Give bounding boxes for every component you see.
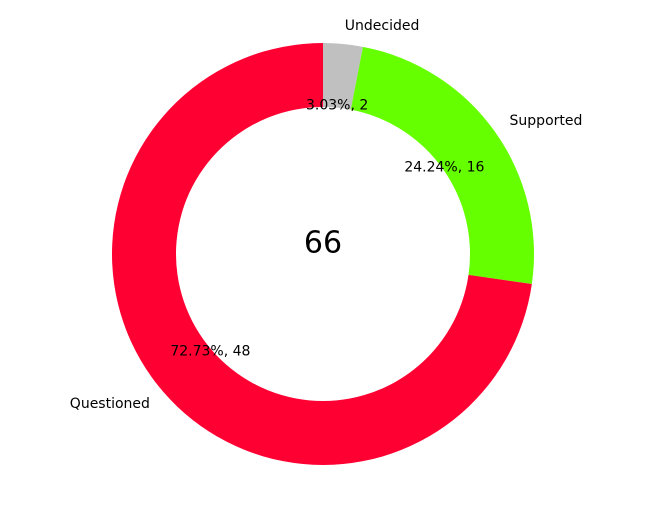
center-total-label: 66 — [304, 226, 342, 261]
slice-label-questioned: Questioned — [70, 396, 150, 412]
slice-undecided — [323, 43, 363, 110]
slices-layer — [111, 43, 534, 465]
slice-value-supported: 24.24%, 16 — [404, 160, 484, 176]
slice-label-undecided: Undecided — [345, 18, 420, 34]
slice-value-questioned: 72.73%, 48 — [170, 344, 250, 360]
labels-layer: Undecided 3.03%, 2 Supported 24.24%, 16 Ques… — [70, 18, 583, 412]
slice-supported — [350, 46, 534, 285]
slice-value-undecided: 3.03%, 2 — [306, 98, 368, 114]
slice-questioned — [111, 43, 532, 465]
slice-label-supported: Supported — [510, 113, 583, 129]
